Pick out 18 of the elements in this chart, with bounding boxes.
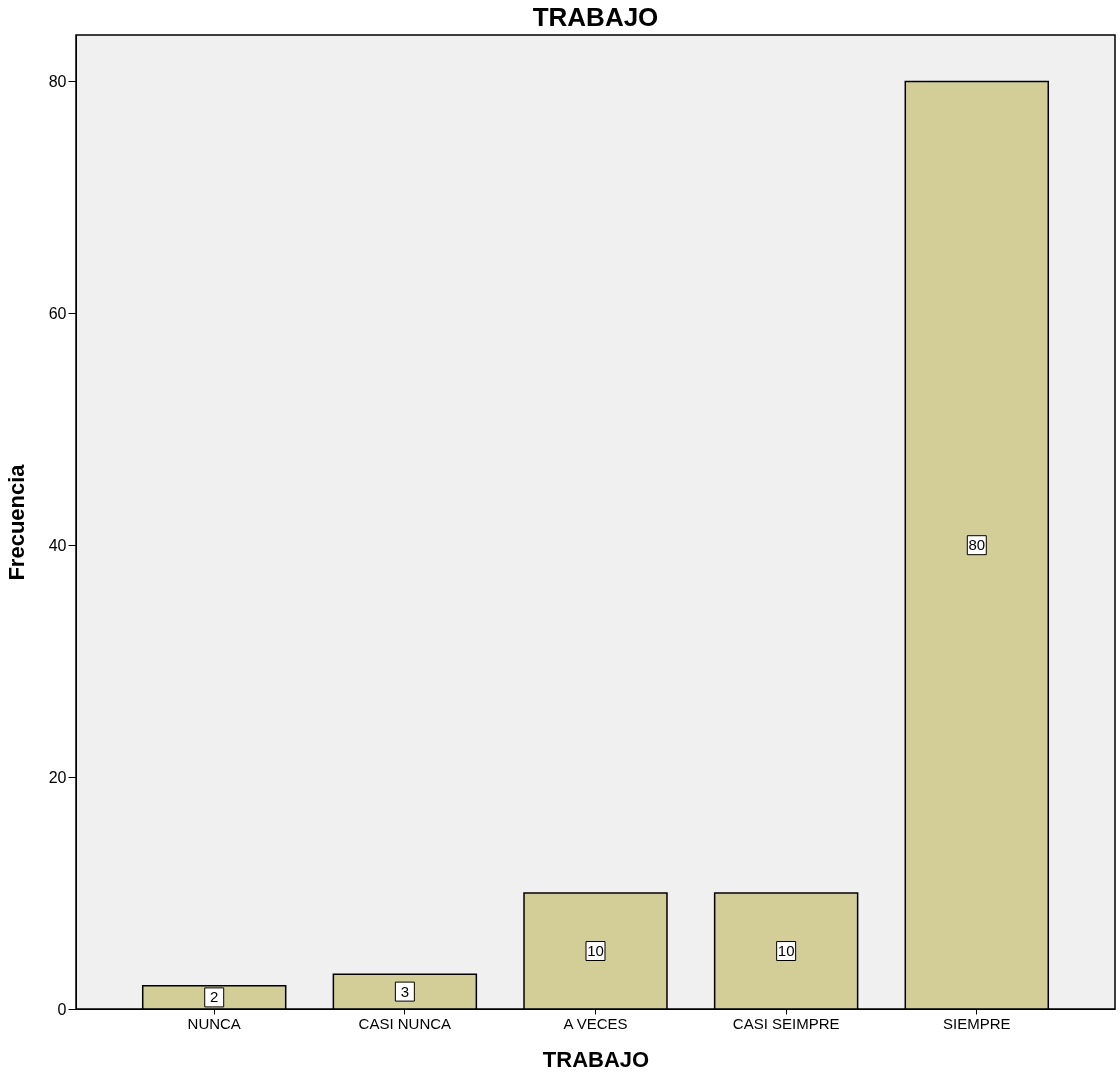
data-label: 10: [587, 942, 604, 960]
x-tick-label: NUNCA: [187, 1014, 241, 1032]
x-tick-label: CASI SEIMPRE: [732, 1014, 840, 1032]
y-tick-label: 60: [48, 304, 67, 322]
x-tick-label: CASI NUNCA: [358, 1014, 452, 1032]
y-axis-title: Frecuencia: [3, 463, 29, 581]
data-label: 3: [400, 982, 410, 1000]
y-tick-label: 40: [48, 536, 67, 554]
data-label: 10: [777, 942, 795, 960]
data-label: 2: [210, 988, 219, 1006]
x-tick-label: A VECES: [563, 1014, 628, 1032]
y-tick-label: 0: [57, 1000, 67, 1018]
x-tick-label: SIEMPRE: [943, 1014, 1011, 1032]
x-axis-title: TRABAJO: [542, 1046, 650, 1072]
y-tick-label: 20: [48, 768, 67, 786]
data-label: 80: [968, 536, 986, 554]
chart-title: TRABAJO: [532, 2, 659, 32]
y-tick-label: 80: [48, 72, 67, 90]
